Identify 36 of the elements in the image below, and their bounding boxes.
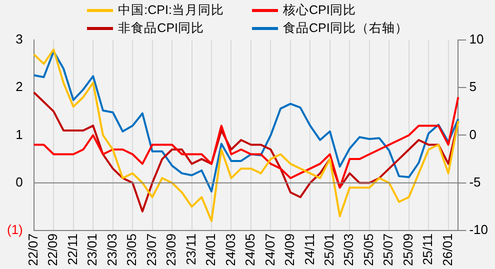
x-tick-label: 24/09 [282,233,298,266]
y-tick-label: 3 [16,32,23,47]
x-tick-label: 23/03 [104,233,120,266]
legend-label: 核心CPI同比 [282,2,356,19]
legend-label: 食品CPI同比（右轴） [282,20,408,37]
x-tick-label: 25/03 [341,233,356,266]
x-tick-label: 24/11 [302,233,317,266]
x-tick-label: 24/05 [242,233,258,266]
y2-tick-label: 10 [469,32,484,47]
x-tick-label: 26/01 [440,233,455,266]
y-tick-label: 2 [16,79,23,94]
x-tick-label: 23/11 [183,233,198,266]
x-tick-label: 24/01 [203,233,218,266]
y2-tick-label: -5 [469,174,481,190]
y2-tick-label: -10 [469,222,488,238]
x-tick-label: 24/07 [262,233,278,266]
legend-label: 中国:CPI:当月同比 [118,2,224,19]
x-tick-label: 25/01 [322,233,337,266]
x-tick-label: 22/09 [45,233,60,266]
legend-label: 非食品CPI同比 [118,20,204,37]
y2-tick-label: 0 [469,126,476,142]
y-tick-label: 0 [16,174,23,190]
x-tick-label: 23/09 [164,233,179,266]
y-tick-label: 1 [16,126,23,142]
x-tick-label: 25/07 [380,233,396,266]
y2-tick-label: 5 [469,79,476,94]
x-tick-label: 24/03 [222,233,238,266]
x-tick-label: 25/05 [360,233,376,266]
x-tick-label: 25/09 [400,233,416,266]
x-tick-label: 23/07 [144,233,159,266]
x-tick-label: 25/11 [420,233,436,266]
y-tick-label: (1) [7,222,23,238]
x-tick-label: 22/07 [25,233,40,266]
x-tick-label: 23/05 [124,233,140,266]
x-tick-label: 23/01 [84,233,100,266]
x-tick-label: 22/11 [64,233,80,266]
